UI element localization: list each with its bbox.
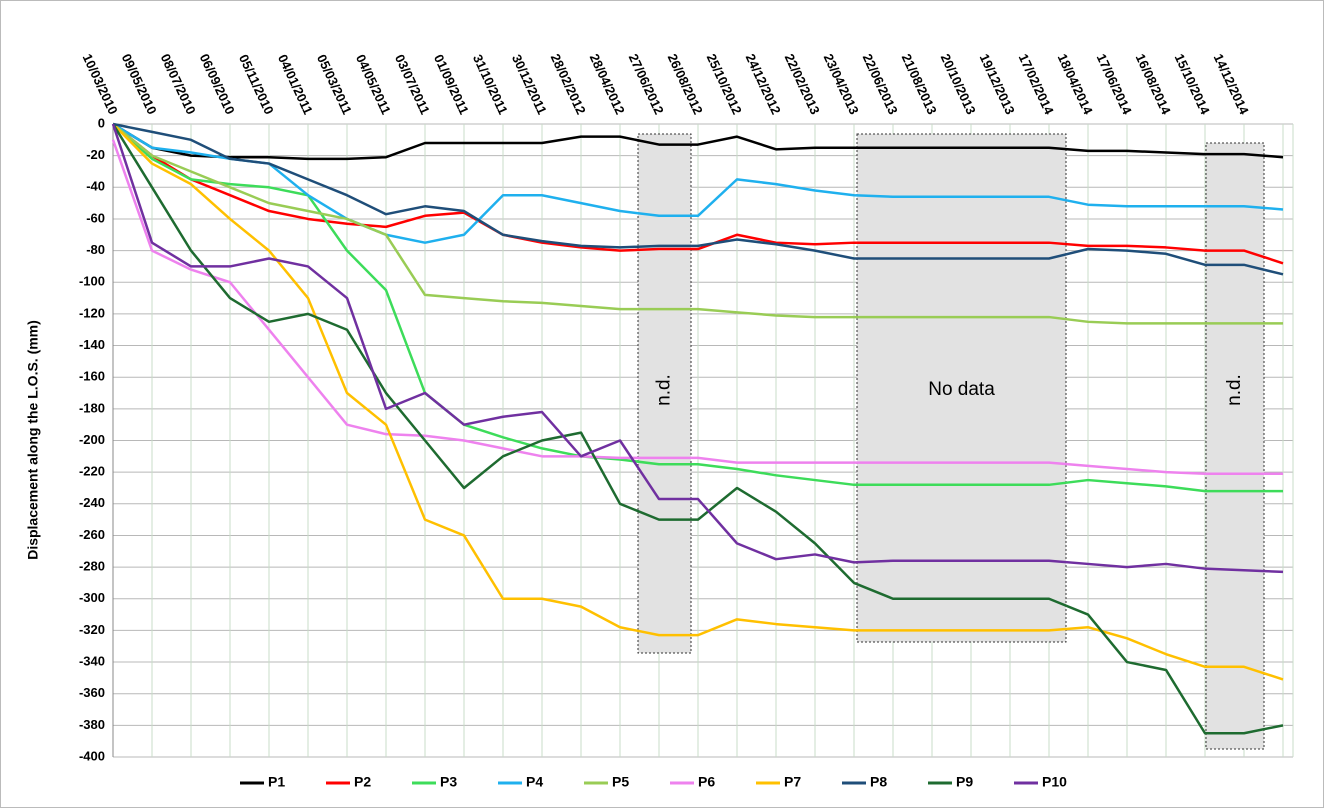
no-data-box: [1205, 142, 1265, 750]
no-data-box: [856, 133, 1067, 643]
legend-label: P7: [784, 774, 801, 790]
y-tick-label: -80: [86, 242, 105, 257]
y-tick-label: -140: [79, 337, 105, 352]
y-tick-label: -300: [79, 590, 105, 605]
series-line: [112, 122, 1284, 276]
y-tick-label: -120: [79, 305, 105, 320]
y-tick-label: -200: [79, 432, 105, 447]
y-tick-label: -160: [79, 369, 105, 384]
series-line: [112, 123, 1283, 325]
legend-label: P9: [956, 774, 973, 790]
legend-label: P10: [1042, 774, 1067, 790]
annotation: n.d.: [654, 374, 675, 406]
series-line: [112, 123, 1284, 681]
y-tick-label: -400: [79, 748, 105, 763]
y-axis-label: Displacement along the L.O.S. (mm): [25, 320, 41, 560]
legend-label: P2: [354, 774, 371, 790]
y-tick-label: -280: [79, 559, 105, 574]
series-line: [112, 122, 1284, 161]
legend-label: P4: [526, 774, 543, 790]
legend-label: P1: [268, 774, 285, 790]
y-tick-label: -260: [79, 527, 105, 542]
y-tick-label: -240: [79, 495, 105, 510]
y-tick-label: -340: [79, 653, 105, 668]
y-tick-label: -100: [79, 274, 105, 289]
y-tick-label: -320: [79, 622, 105, 637]
y-tick-label: 0: [98, 115, 105, 130]
y-tick-label: -360: [79, 685, 105, 700]
annotation: n.d.: [1224, 374, 1245, 406]
no-data-box: [637, 133, 692, 654]
series-line: [111, 139, 1283, 475]
legend-label: P3: [440, 774, 457, 790]
series-line: [112, 123, 1284, 265]
series-line: [112, 122, 1284, 244]
y-tick-label: -20: [86, 147, 105, 162]
y-tick-label: -380: [79, 717, 105, 732]
series-line: [111, 123, 1284, 735]
y-tick-label: -60: [86, 210, 105, 225]
y-tick-label: -220: [79, 464, 105, 479]
y-tick-label: -180: [79, 400, 105, 415]
legend-label: P5: [612, 774, 629, 790]
series-line: [111, 123, 1284, 574]
legend-label: P6: [698, 774, 715, 790]
y-tick-label: -40: [86, 179, 105, 194]
legend-label: P8: [870, 774, 887, 790]
annotation: No data: [928, 379, 995, 400]
